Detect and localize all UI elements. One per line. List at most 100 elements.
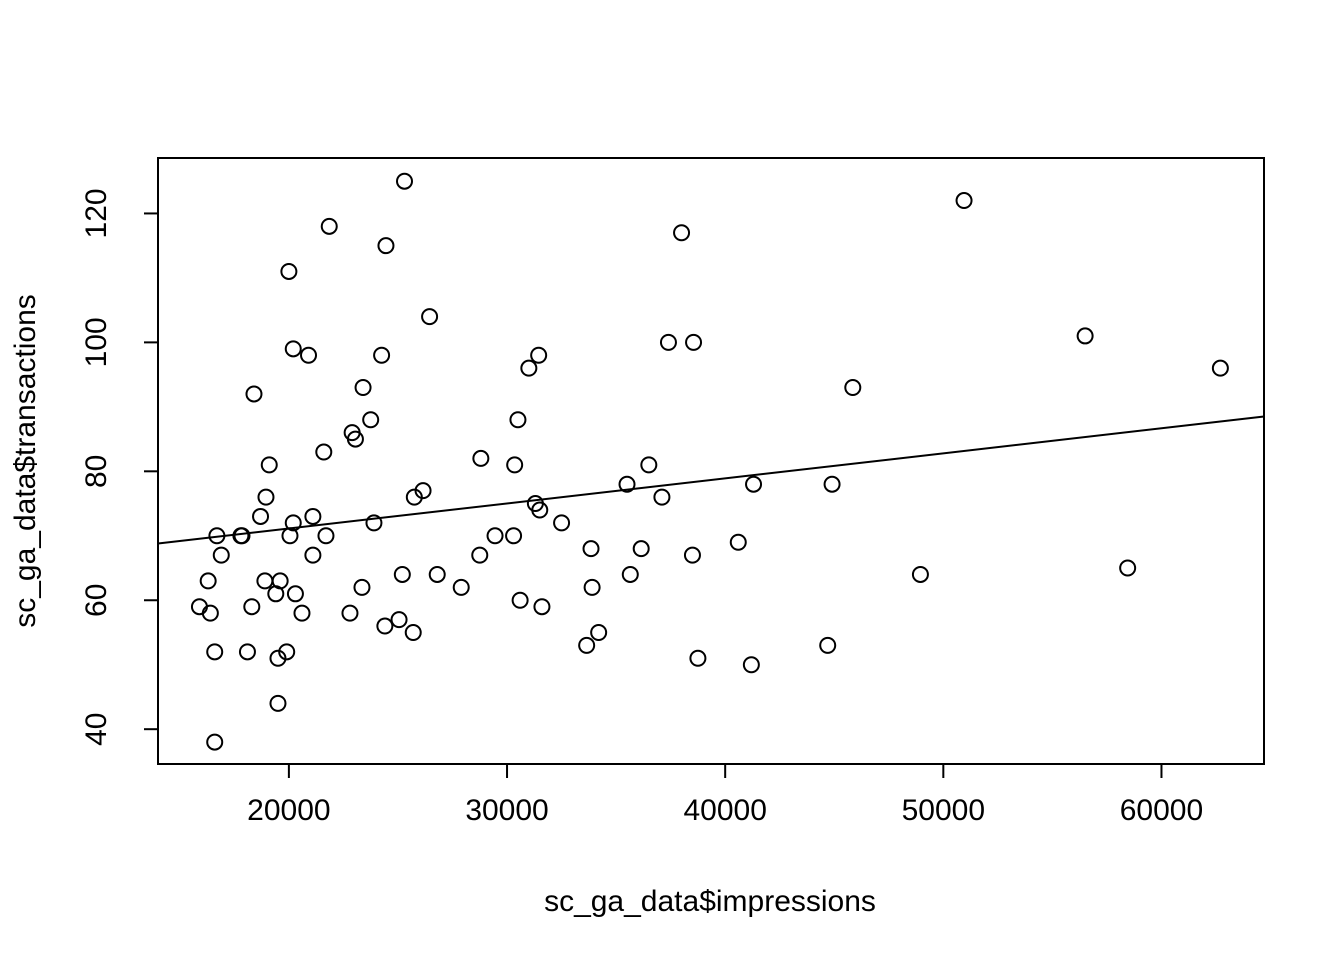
data-point: [201, 604, 219, 622]
data-point: [404, 623, 422, 641]
x-axis-ticks: 20000 30000 40000 50000 60000: [247, 764, 1203, 827]
data-point: [212, 546, 230, 564]
data-point: [300, 346, 318, 364]
y-axis-label: sc_ga_data$transactions: [9, 294, 42, 628]
data-point: [472, 449, 490, 467]
data-point: [260, 456, 278, 474]
data-point: [452, 578, 470, 596]
data-point: [354, 379, 372, 397]
data-point: [281, 527, 299, 545]
data-point: [533, 598, 551, 616]
y-axis-ticks: 40 60 80 100 120: [80, 188, 158, 746]
data-point: [362, 411, 380, 429]
regression-line-group: [157, 415, 1265, 545]
data-point: [745, 475, 763, 493]
x-tick-label: 60000: [1120, 794, 1203, 827]
data-point: [353, 578, 371, 596]
data-point: [689, 649, 707, 667]
data-point: [486, 527, 504, 545]
data-point: [421, 308, 439, 326]
data-point: [618, 475, 636, 493]
data-point: [511, 591, 529, 609]
data-point: [1119, 559, 1137, 577]
x-tick-label: 20000: [247, 794, 330, 827]
data-point: [377, 237, 395, 255]
data-point: [390, 611, 408, 629]
data-point: [376, 617, 394, 635]
data-point: [284, 340, 302, 358]
data-point: [233, 527, 251, 545]
data-point: [252, 507, 270, 525]
y-tick-label: 120: [80, 188, 113, 238]
x-tick-label: 50000: [902, 794, 985, 827]
data-point: [278, 643, 296, 661]
data-point: [304, 546, 322, 564]
data-point: [206, 733, 224, 751]
x-tick-label: 30000: [465, 794, 548, 827]
data-points: [190, 172, 1229, 751]
data-point: [685, 333, 703, 351]
data-point: [317, 527, 335, 545]
data-point: [341, 604, 359, 622]
data-point: [238, 643, 256, 661]
data-point: [632, 540, 650, 558]
data-point: [578, 636, 596, 654]
data-point: [729, 533, 747, 551]
y-tick-label: 40: [80, 712, 113, 745]
data-point: [509, 411, 527, 429]
data-point: [742, 656, 760, 674]
data-point: [1211, 359, 1229, 377]
data-point: [844, 379, 862, 397]
data-point: [206, 643, 224, 661]
y-tick-label: 80: [80, 455, 113, 488]
data-point: [208, 527, 226, 545]
x-tick-label: 40000: [683, 794, 766, 827]
data-point: [531, 501, 549, 519]
data-point: [243, 598, 261, 616]
data-point: [269, 694, 287, 712]
data-point: [640, 456, 658, 474]
data-point: [1076, 327, 1094, 345]
data-point: [506, 456, 524, 474]
data-point: [653, 488, 671, 506]
data-point: [245, 385, 263, 403]
data-point: [414, 482, 432, 500]
data-point: [819, 636, 837, 654]
data-point: [346, 430, 364, 448]
data-point: [823, 475, 841, 493]
y-tick-label: 100: [80, 317, 113, 367]
data-point: [428, 565, 446, 583]
y-tick-label: 60: [80, 584, 113, 617]
data-point: [365, 514, 383, 532]
x-axis-label: sc_ga_data$impressions: [544, 885, 876, 918]
data-point: [673, 224, 691, 242]
data-point: [293, 604, 311, 622]
data-point: [271, 572, 289, 590]
data-point: [590, 623, 608, 641]
plot-frame: [157, 157, 1265, 765]
data-point: [284, 514, 302, 532]
data-point: [520, 359, 538, 377]
data-point: [256, 572, 274, 590]
data-point: [320, 217, 338, 235]
regression-line: [157, 415, 1265, 545]
data-point: [911, 565, 929, 583]
data-point: [396, 172, 414, 190]
data-point: [659, 333, 677, 351]
data-point: [190, 598, 208, 616]
data-point: [373, 346, 391, 364]
data-point: [582, 540, 600, 558]
data-point: [505, 527, 523, 545]
data-point: [530, 346, 548, 364]
data-point: [393, 565, 411, 583]
data-point: [315, 443, 333, 461]
data-point: [621, 565, 639, 583]
data-point: [286, 585, 304, 603]
data-point: [553, 514, 571, 532]
data-point: [683, 546, 701, 564]
data-point: [199, 572, 217, 590]
data-point: [304, 507, 322, 525]
data-point: [257, 488, 275, 506]
